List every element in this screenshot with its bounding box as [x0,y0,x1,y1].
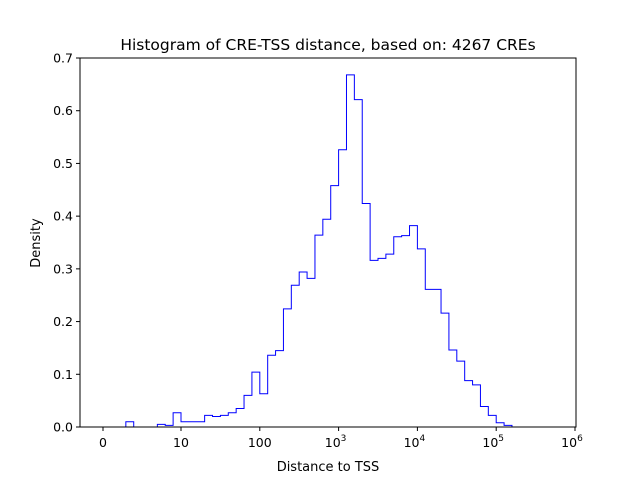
histogram-bin [276,351,284,427]
histogram-bin [173,413,181,427]
x-tick-exponent: 5 [498,434,504,444]
histogram-bin [433,289,441,427]
x-tick-exponent: 4 [419,434,425,444]
histogram-bin [441,313,449,427]
histogram-bin [299,272,307,427]
y-tick-label: 0.3 [53,261,73,276]
histogram-bin [449,350,457,427]
histogram-bin [362,203,370,427]
histogram-bin [291,285,299,427]
histogram-bin [181,422,189,427]
plot-area [117,74,552,428]
x-tick-label: 105 [482,434,504,450]
histogram-bin [126,422,134,427]
y-tick-label: 0.0 [53,420,73,435]
x-tick-label: 10 [173,435,189,450]
histogram-bin [488,415,496,427]
histogram-bin [220,415,228,427]
histogram-bin [315,235,323,427]
histogram-bin [394,237,402,427]
histogram-bin [496,423,504,427]
chart-title: Histogram of CRE-TSS distance, based on:… [120,36,535,54]
x-tick-exponent: 3 [341,434,347,444]
histogram-bin [197,422,205,427]
histogram-bin [386,254,394,427]
histogram-bin [417,249,425,427]
histogram-bin [260,394,268,427]
histogram-step-line [117,74,552,428]
histogram-bin [402,236,410,427]
histogram-bin [205,415,213,427]
y-tick-label: 0.1 [53,367,73,382]
x-tick-label: 0 [99,435,107,450]
y-tick-label: 0.7 [53,51,73,66]
x-tick-label: 100 [248,435,272,450]
histogram-bin [252,372,260,427]
histogram-bin [213,416,221,427]
histogram-bin [378,258,386,427]
histogram-bin [370,260,378,427]
histogram-bin [425,289,433,427]
histogram-bin [189,422,197,427]
histogram-bin [480,406,488,427]
y-tick-label: 0.5 [53,156,73,171]
x-axis-label: Distance to TSS [277,460,380,475]
y-tick-label: 0.6 [53,103,73,118]
histogram-bin [283,309,291,427]
histogram-bin [339,150,347,427]
x-tick-label: 106 [561,434,583,450]
y-axis-label: Density [29,218,44,268]
axes-frame [79,57,577,428]
x-tick-label: 104 [404,434,426,450]
y-axis-ticks: 0.0 0.1 0.2 0.3 0.4 0.5 0.6 0.7 [53,51,80,435]
histogram-bin [323,219,331,427]
histogram-bin [346,75,354,427]
y-tick-label: 0.2 [53,314,73,329]
histogram-bin [465,381,473,427]
histogram-bin [354,100,362,427]
y-tick-label: 0.4 [53,209,73,224]
histogram-bin [268,355,276,427]
histogram-bin [331,186,339,427]
histogram-bin [236,409,244,427]
histogram-bin [410,226,418,427]
histogram-bin [244,395,252,427]
x-tick-label: 103 [325,434,347,450]
histogram-bin [457,361,465,427]
histogram-bin [228,413,236,427]
x-axis-ticks: 0 10 100 103 104 105 106 [99,427,583,450]
histogram-bin [473,385,481,427]
histogram-bin [307,278,315,427]
x-tick-exponent: 6 [577,434,583,444]
